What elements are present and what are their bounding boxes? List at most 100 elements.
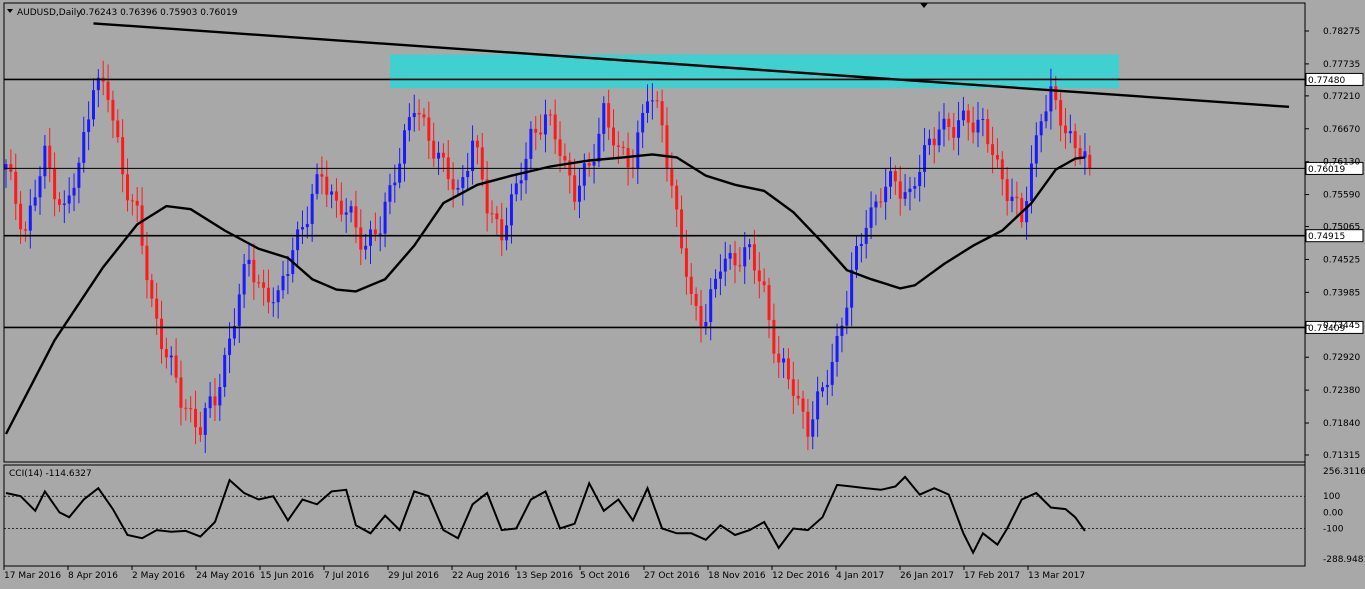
candle-body — [461, 177, 465, 189]
candle-body — [539, 132, 543, 135]
cci-indicator-layer: 256.3116 100 0.00 -100 -288.9481 — [4, 467, 1365, 565]
candle-body — [733, 252, 737, 266]
candle-body — [612, 127, 615, 146]
candle-body — [398, 163, 402, 183]
candle-body — [485, 179, 489, 214]
price-tick-label: 0.77735 — [1323, 60, 1360, 70]
candle-body — [855, 245, 858, 270]
candle-body — [607, 103, 611, 128]
candle-body — [1063, 125, 1067, 134]
price-tick-label: 0.76130 — [1323, 158, 1360, 168]
time-tick-label: 7 Jul 2016 — [324, 571, 369, 581]
candle-body — [364, 245, 368, 250]
candle-body — [48, 145, 52, 169]
candle-body — [621, 146, 625, 148]
time-tick-label: 26 Jan 2017 — [900, 571, 954, 581]
candle-body — [986, 119, 990, 145]
candle-body — [218, 387, 222, 406]
candle-body — [28, 205, 32, 231]
candle-body — [77, 162, 81, 188]
candle-body — [1054, 86, 1058, 101]
chart-shift-marker-icon[interactable] — [920, 3, 928, 8]
candle-body — [879, 201, 883, 203]
candle-body — [869, 207, 873, 228]
candle-body — [850, 269, 854, 308]
candle-body — [845, 307, 849, 326]
candle-body — [694, 293, 698, 306]
candle-body — [786, 358, 790, 380]
candle-body — [631, 167, 635, 169]
collapse-triangle-icon[interactable] — [7, 9, 13, 13]
candle-body — [995, 154, 999, 160]
candle-body — [281, 275, 285, 291]
candle-body — [320, 174, 324, 177]
candle-body — [991, 144, 995, 155]
candle-body — [1068, 131, 1072, 134]
candle-body — [1049, 86, 1053, 112]
candle-body — [198, 427, 202, 435]
candle-body — [23, 229, 27, 231]
candle-body — [592, 161, 596, 166]
candle-body — [106, 81, 110, 100]
candle-body — [558, 139, 562, 156]
candle-body — [1020, 198, 1024, 223]
candle-body — [43, 145, 47, 177]
price-tick-label: 0.72380 — [1323, 386, 1360, 396]
candle-body — [500, 219, 504, 241]
candle-body — [441, 152, 445, 158]
time-tick-label: 22 Aug 2016 — [452, 571, 510, 581]
candle-body — [344, 212, 348, 215]
resistance-zone-layer — [389, 54, 1119, 89]
candle-body — [72, 187, 76, 196]
descending-trendline — [93, 22, 1290, 109]
candle-body — [140, 205, 144, 246]
candle-body — [806, 411, 810, 437]
candle-body — [354, 206, 358, 228]
candle-body — [286, 274, 290, 276]
candle-body — [796, 395, 800, 399]
price-tick-label: 0.71840 — [1323, 419, 1360, 429]
price-tick-label: 0.75590 — [1323, 191, 1360, 201]
candle-body — [874, 201, 878, 208]
time-tick-label: 13 Mar 2017 — [1028, 571, 1085, 581]
candle-body — [383, 201, 387, 234]
candle-body — [155, 298, 159, 319]
candle-body — [150, 280, 154, 299]
candle-body — [966, 110, 970, 123]
cci-tick-label: 256.3116 — [1323, 467, 1365, 477]
candle-body — [169, 355, 173, 358]
candle-body — [748, 244, 752, 248]
candle-body — [203, 408, 207, 435]
candle-body — [937, 129, 941, 146]
candle-body — [475, 140, 479, 148]
candle-body — [266, 287, 270, 303]
candle-body — [840, 325, 844, 336]
candle-body — [543, 114, 547, 135]
candle-body — [772, 319, 776, 354]
price-label-box — [1305, 161, 1364, 175]
candle-body — [918, 171, 922, 187]
candle-body — [762, 281, 766, 286]
candle-body — [228, 338, 232, 355]
time-tick-label: 4 Jan 2017 — [836, 571, 884, 581]
time-tick-label: 15 Jun 2016 — [260, 571, 314, 581]
candle-body — [981, 119, 985, 121]
candle-body — [96, 77, 100, 91]
candle-body — [242, 264, 246, 295]
candle-body — [884, 186, 888, 203]
candle-body — [480, 147, 484, 180]
cci-title: CCI(14) -114.6327 — [9, 469, 92, 479]
ohlc-label: 0.76243 0.76396 0.75903 0.76019 — [80, 8, 238, 18]
candle-body — [53, 168, 57, 200]
time-tick-label: 2 May 2016 — [132, 571, 185, 581]
candle-body — [563, 155, 567, 161]
candle-body — [1005, 179, 1009, 202]
price-label-box — [1305, 229, 1364, 243]
price-label: 0.73409 — [1308, 324, 1345, 334]
candle-body — [898, 181, 902, 199]
candle-body — [189, 408, 193, 410]
candle-body — [1015, 196, 1019, 199]
candle-body — [373, 229, 377, 235]
